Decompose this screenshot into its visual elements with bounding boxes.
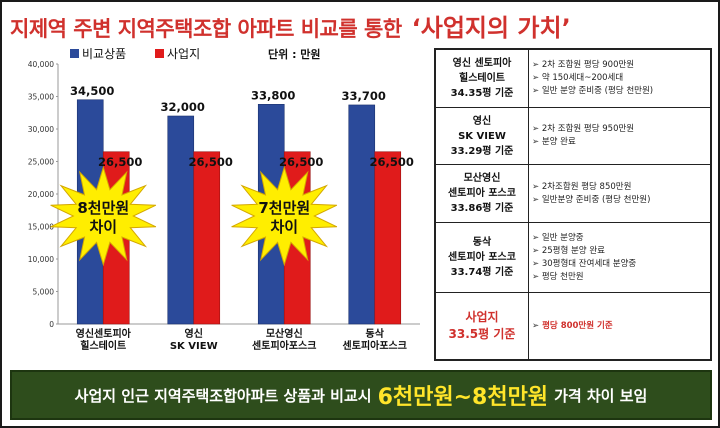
x-category-label: 동삭 [366,327,385,340]
bar-compare [167,115,195,325]
table-name-line: 사업지 [465,310,499,324]
value-label-site: 26,500 [370,155,414,169]
y-tick-label: 5,000 [33,288,55,297]
table-note-item: 평당 800만원 기준 [532,320,708,333]
bar-compare [348,104,376,325]
callout-text: 차이 [270,218,298,236]
table-row-notes: 일반 분양중25평형 분양 완료30평형대 잔여세대 분양중평당 천만원 [532,223,708,292]
legend-label-compare: 비교상품 [82,47,126,61]
unit-label: 단위 : 만원 [268,47,321,61]
x-category-label: 영신 [185,327,203,340]
y-tick-label: 10,000 [28,255,54,264]
table-note-item: 30평형대 잔여세대 분양중 [532,258,708,271]
table-name-line: 33.29평 기준 [450,145,514,157]
x-category-label: 영신센토피아 [76,327,132,340]
value-label-compare: 34,500 [70,84,114,98]
x-category-label: 힐스테이트 [80,339,126,352]
bar-chart-svg: 비교상품 사업지 단위 : 만원 0 5,000 10,000 15,000 20,000 25… [28,47,420,352]
legend-swatch-compare [70,49,79,58]
x-category-label: 모산영신 [266,327,303,340]
table-name-line: 힐스테이트 [459,73,505,84]
y-tick-label: 25,000 [28,158,54,167]
value-label-site: 26,500 [98,155,142,169]
table-note-item: 2차조합원 평당 850만원 [532,181,708,194]
table-row-notes: 2차조합원 평당 850만원일반분양 준비중 (평당 천만원) [532,165,708,222]
x-category-label: SK VIEW [170,341,218,352]
y-tick-label: 20,000 [28,190,54,199]
legend-swatch-site [155,49,164,58]
table-name-line: 동삭 [472,237,492,248]
title-main: 지제역 주변 지역주택조합 아파트 비교를 통한 [10,17,402,41]
y-tick-label: 0 [49,320,54,329]
callout-text: 8천만원 [77,199,129,217]
y-tick-label: 35,000 [28,93,54,102]
y-tick-label: 40,000 [28,60,54,69]
table-row-name: 영신 SK VIEW 33.29평 기준 [436,108,529,164]
bar-chart: 비교상품 사업지 단위 : 만원 0 5,000 10,000 15,000 20,000 25… [10,46,430,366]
starburst-callout [50,165,157,267]
callout-text: 차이 [89,218,117,236]
y-tick-label: 30,000 [28,125,54,134]
value-label-compare: 33,700 [342,89,386,103]
table-row: 영신 SK VIEW 33.29평 기준 2차 조합원 평당 950만원분양 완료 [436,108,710,165]
table-note-item: 일반 분양 준비중 (평당 천만원) [532,85,708,98]
table-row-notes: 2차 조합원 평당 900만원약 150세대~200세대일반 분양 준비중 (평… [532,50,708,107]
value-label-site: 26,500 [189,155,233,169]
table-name-line: 모산영신 [463,173,501,184]
table-note-item: 2차 조합원 평당 900만원 [532,59,708,72]
value-label-site: 26,500 [279,155,323,169]
table-row: 사업지 33.5평 기준 평당 800만원 기준 [436,293,710,359]
table-name-line: 34.35평 기준 [450,88,514,99]
table-note-item: 25평형 분양 완료 [532,245,708,258]
x-category-label: 센토피아포스크 [252,339,316,352]
table-row-name: 사업지 33.5평 기준 [436,293,529,359]
banner-prefix: 사업지 인근 지역주택조합아파트 상품과 비교시 [74,386,372,405]
table-name-line: 33.74평 기준 [450,267,514,278]
table-row-notes: 2차 조합원 평당 950만원분양 완료 [532,108,708,164]
starburst-callout [231,165,338,267]
table-name-line: 센토피아 포스코 [448,188,516,199]
value-label-compare: 33,800 [251,88,295,102]
bar-site [193,151,221,325]
table-name-line: 33.5평 기준 [448,327,516,341]
table-name-line: 33.86평 기준 [450,203,514,214]
table-note-item: 일반분양 준비중 (평당 천만원) [532,194,708,207]
table-note-item: 약 150세대~200세대 [532,72,708,85]
title-highlight: ‘사업지의 가치’ [411,14,571,42]
banner-suffix: 가격 차이 보임 [554,386,648,405]
page-title: 지제역 주변 지역주택조합 아파트 비교를 통한 ‘사업지의 가치’ [10,8,716,44]
table-name-line: 영신 [472,115,492,127]
legend-label-site: 사업지 [167,47,200,61]
table-name-line: SK VIEW [458,130,506,142]
table-name-line: 영신 센토피아 [452,58,512,69]
table-name-line: 센토피아 포스코 [448,252,516,263]
table-note-item: 분양 완료 [532,136,708,149]
table-note-item: 평당 천만원 [532,271,708,284]
x-category-label: 센토피아포스크 [343,339,407,352]
table-note-item: 일반 분양중 [532,232,708,245]
table-row-notes: 평당 800만원 기준 [532,293,708,359]
value-label-compare: 32,000 [161,100,205,114]
table-note-item: 2차 조합원 평당 950만원 [532,123,708,136]
summary-banner: 사업지 인근 지역주택조합아파트 상품과 비교시 6천만원~8천만원 가격 차이… [10,370,712,420]
banner-highlight: 6천만원~8천만원 [377,385,549,410]
callout-text: 7천만원 [258,199,310,217]
y-tick-label: 15,000 [28,223,54,232]
bar-site [374,151,402,325]
